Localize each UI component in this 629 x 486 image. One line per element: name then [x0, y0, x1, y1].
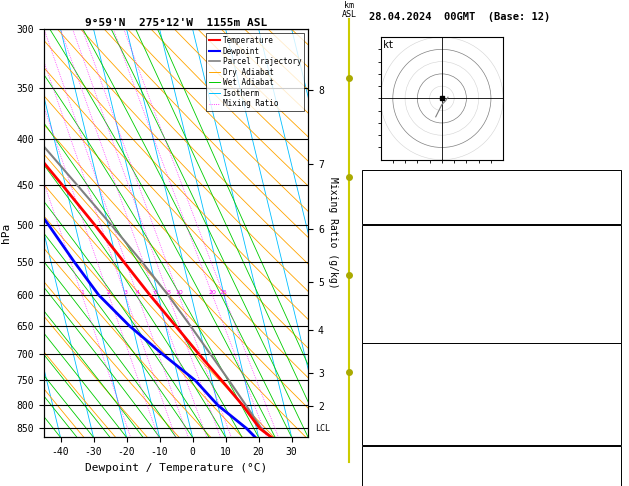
Text: θᴄ (K): θᴄ (K) [367, 379, 402, 389]
Text: 354: 354 [599, 379, 616, 389]
Text: 3.75: 3.75 [593, 206, 616, 216]
Text: Lifted Index: Lifted Index [367, 293, 437, 303]
Text: 38: 38 [604, 174, 616, 184]
Text: Lifted Index: Lifted Index [367, 395, 437, 405]
Text: -3: -3 [604, 293, 616, 303]
Text: © weatheronline.co.uk: © weatheronline.co.uk [438, 472, 543, 481]
Title: 9°59'N  275°12'W  1155m ASL: 9°59'N 275°12'W 1155m ASL [85, 18, 267, 28]
Text: 2: 2 [107, 291, 111, 295]
Text: Temp (°C): Temp (°C) [367, 244, 420, 255]
Text: Hodograph: Hodograph [465, 450, 518, 460]
Y-axis label: Mixing Ratio (g/kg): Mixing Ratio (g/kg) [328, 177, 338, 289]
Text: 44: 44 [604, 190, 616, 200]
Text: 4: 4 [135, 291, 140, 295]
Y-axis label: hPa: hPa [1, 223, 11, 243]
Text: -3: -3 [604, 395, 616, 405]
Text: SREH: SREH [367, 482, 390, 486]
Text: CIN (J): CIN (J) [367, 325, 408, 335]
Text: 5: 5 [611, 482, 616, 486]
Text: Dewp (°C): Dewp (°C) [367, 260, 420, 271]
Text: 28.04.2024  00GMT  (Base: 12): 28.04.2024 00GMT (Base: 12) [369, 12, 550, 22]
Text: 25: 25 [220, 291, 228, 295]
Text: 0: 0 [611, 427, 616, 437]
Legend: Temperature, Dewpoint, Parcel Trajectory, Dry Adiabat, Wet Adiabat, Isotherm, Mi: Temperature, Dewpoint, Parcel Trajectory… [206, 33, 304, 111]
Text: Most Unstable: Most Unstable [454, 347, 530, 357]
Text: 19: 19 [604, 260, 616, 271]
Text: Surface: Surface [471, 228, 512, 239]
Text: 8: 8 [167, 291, 170, 295]
Text: CAPE (J): CAPE (J) [367, 411, 414, 421]
Text: θᴄ(K): θᴄ(K) [367, 277, 396, 287]
Text: kt: kt [383, 39, 395, 50]
Text: Pressure (mb): Pressure (mb) [367, 363, 443, 373]
Text: 1: 1 [80, 291, 84, 295]
Text: 6: 6 [153, 291, 157, 295]
Text: 10: 10 [175, 291, 182, 295]
Text: 6: 6 [611, 466, 616, 476]
Text: 20: 20 [209, 291, 216, 295]
Text: CIN (J): CIN (J) [367, 427, 408, 437]
Text: 354: 354 [599, 277, 616, 287]
Text: CAPE (J): CAPE (J) [367, 309, 414, 319]
Text: K: K [367, 174, 372, 184]
Text: km
ASL: km ASL [342, 1, 357, 19]
Text: 735: 735 [599, 309, 616, 319]
Text: 23.9: 23.9 [593, 244, 616, 255]
Text: Totals Totals: Totals Totals [367, 190, 443, 200]
Text: 886: 886 [599, 363, 616, 373]
Text: EH: EH [367, 466, 379, 476]
Text: PW (cm): PW (cm) [367, 206, 408, 216]
Text: 735: 735 [599, 411, 616, 421]
Text: LCL: LCL [315, 424, 330, 434]
Text: 3: 3 [123, 291, 128, 295]
X-axis label: Dewpoint / Temperature (°C): Dewpoint / Temperature (°C) [85, 463, 267, 473]
Text: 0: 0 [611, 325, 616, 335]
